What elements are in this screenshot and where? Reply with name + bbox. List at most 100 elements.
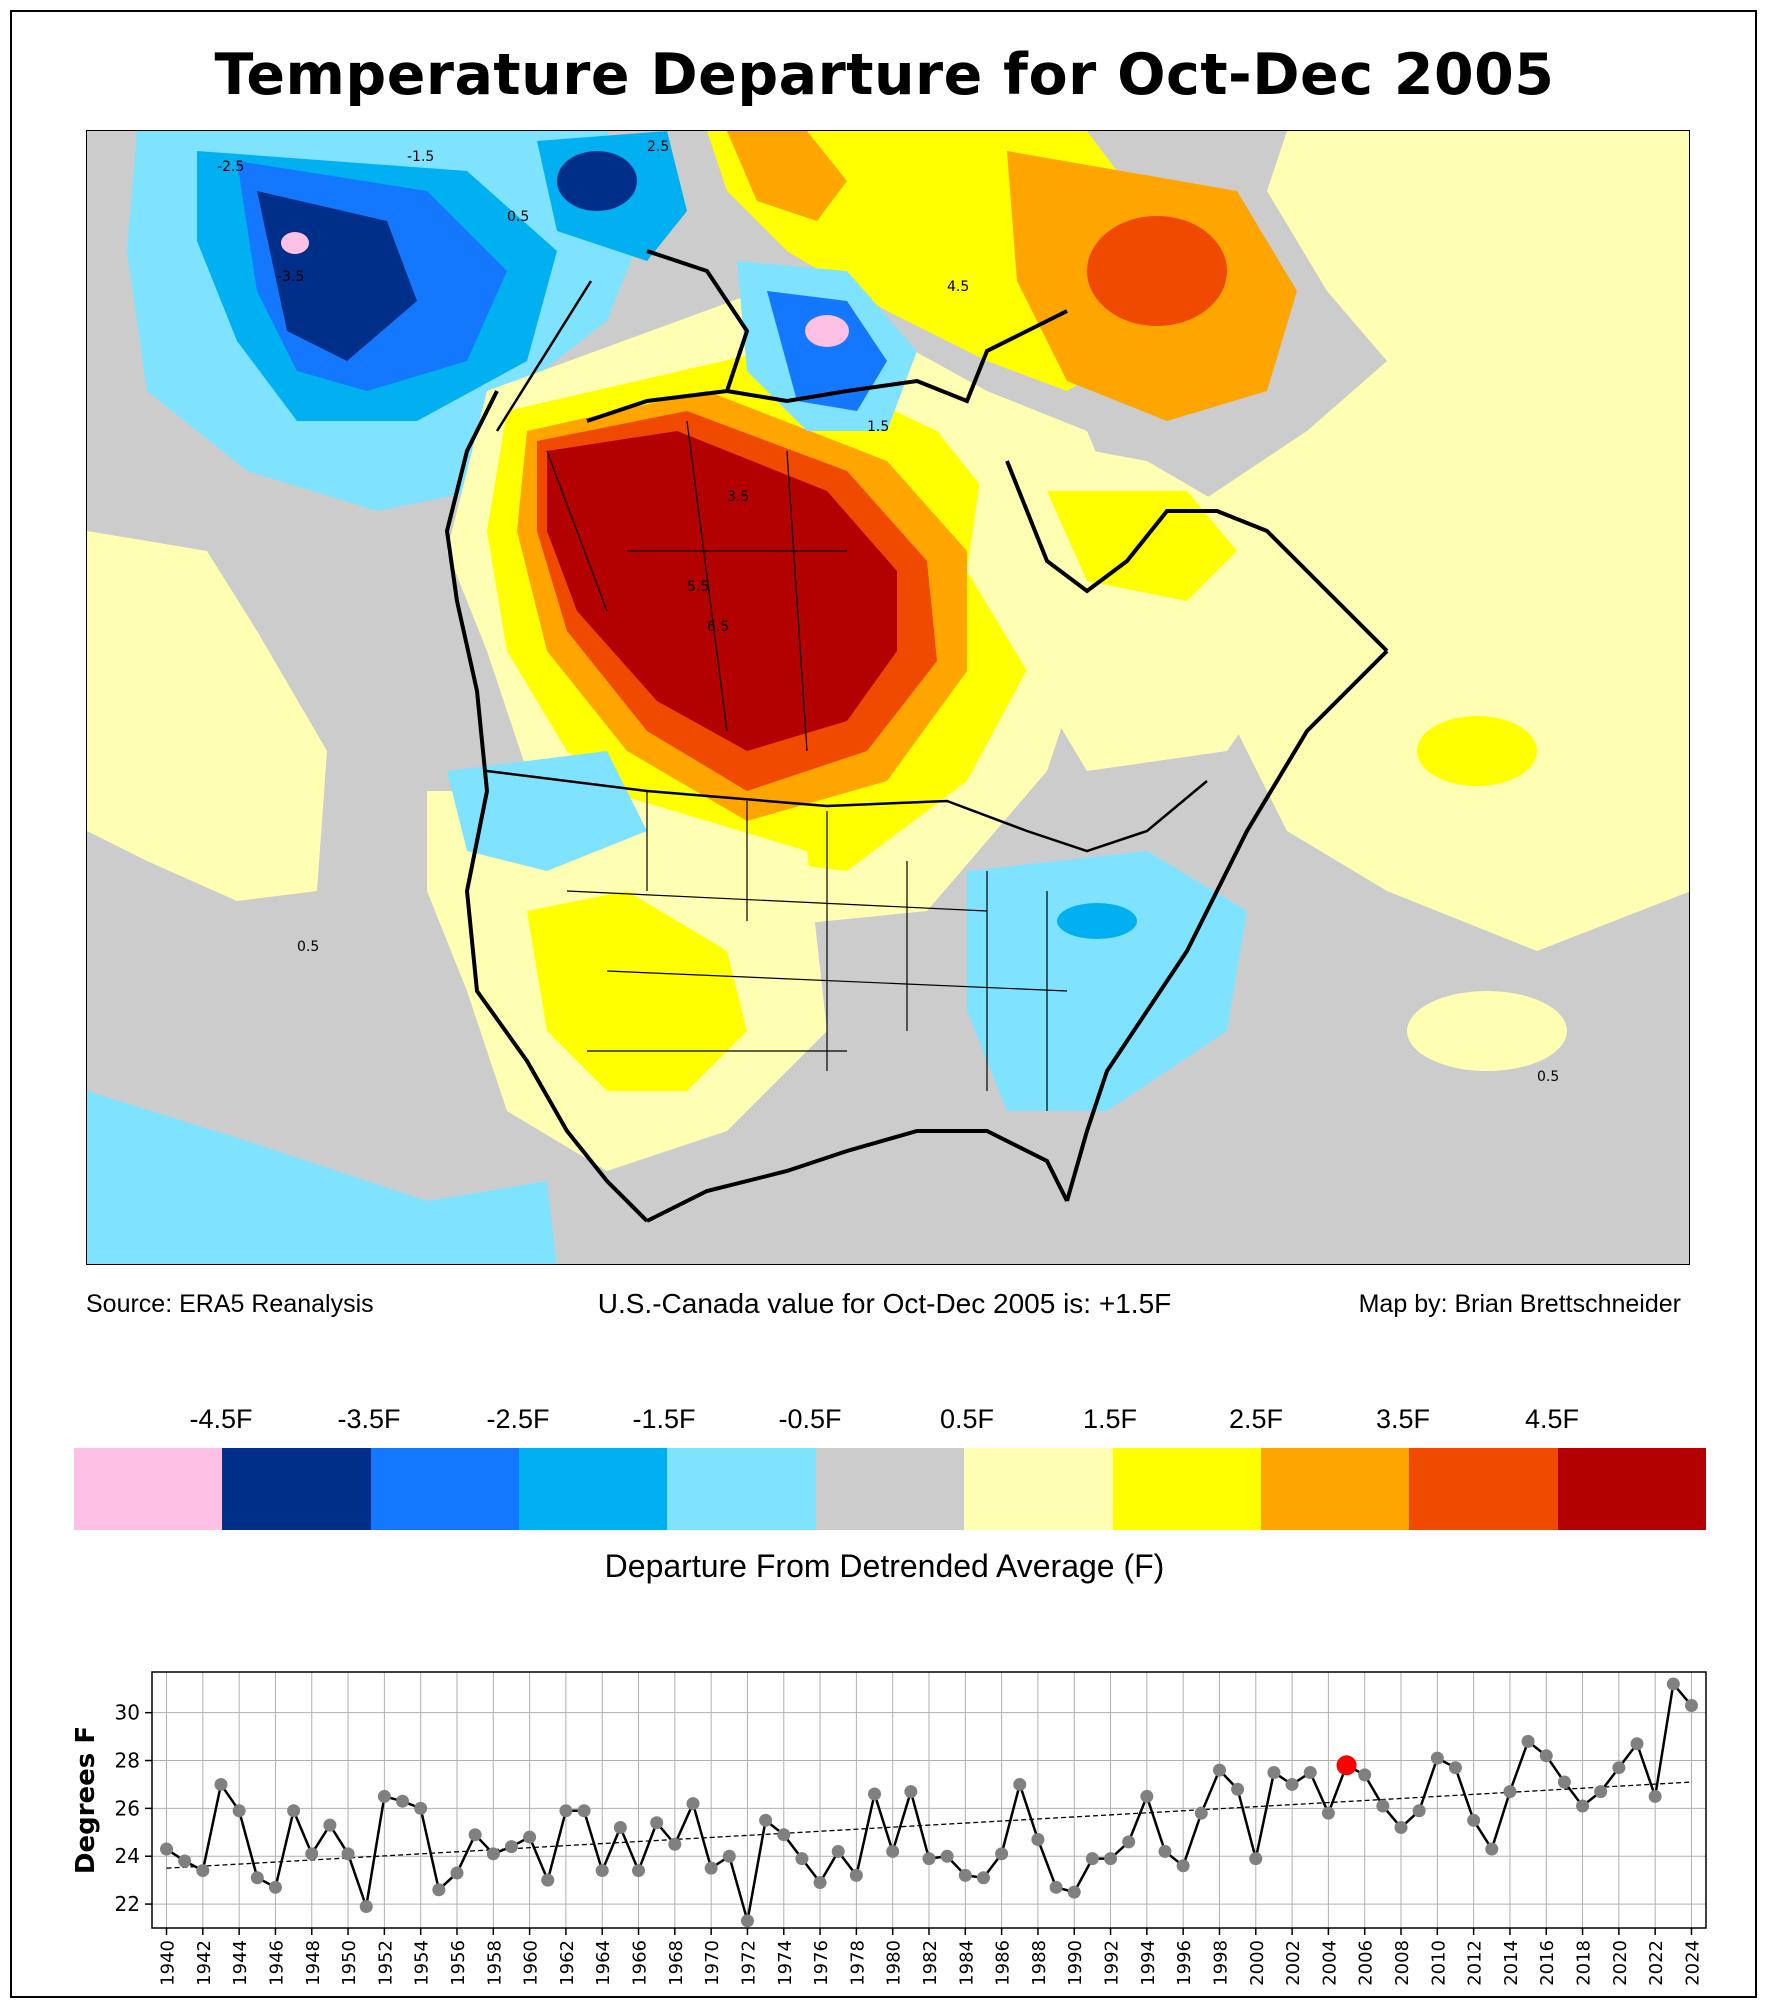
colorbar-tick-label: -1.5F [632, 1404, 696, 1434]
x-tick-label: 1994 [1138, 1940, 1159, 1986]
colorbar-swatch [1409, 1448, 1558, 1530]
data-point [722, 1849, 736, 1863]
data-point [1104, 1852, 1118, 1866]
map-region-pacific [87, 531, 327, 901]
data-point [759, 1813, 773, 1827]
data-point [740, 1914, 754, 1928]
data-point [1321, 1806, 1335, 1820]
data-point [1085, 1852, 1099, 1866]
colorbar-tick-label: -4.5F [189, 1404, 253, 1434]
data-point [1031, 1832, 1045, 1846]
trend-line [166, 1781, 1692, 1869]
colorbar-swatch [222, 1448, 371, 1530]
svg-text:-2.5: -2.5 [217, 159, 244, 175]
data-point [1448, 1761, 1462, 1775]
highlighted-data-point [1336, 1755, 1357, 1776]
page-title: Temperature Departure for Oct-Dec 2005 [214, 42, 1555, 108]
x-tick-label: 1954 [412, 1940, 433, 1986]
data-point [1430, 1751, 1444, 1765]
x-tick-label: 1972 [738, 1940, 759, 1986]
colorbar-tick-label: -2.5F [486, 1404, 550, 1434]
map-borders [486, 280, 1208, 853]
data-point [1594, 1785, 1608, 1799]
data-point [1285, 1777, 1299, 1791]
data-point [1303, 1765, 1317, 1779]
colorbar-tick-label: 0.5F [939, 1404, 995, 1434]
map-author-credit: Map by: Brian Brettschneider [1358, 1290, 1681, 1318]
data-point [995, 1847, 1009, 1861]
colorbar-swatch [815, 1448, 965, 1530]
x-tick-label: 1990 [1065, 1940, 1086, 1986]
data-point [1212, 1763, 1226, 1777]
data-point [704, 1861, 718, 1875]
svg-text:1.5: 1.5 [867, 419, 889, 435]
x-tick-label: 1988 [1029, 1940, 1050, 1986]
x-tick-label: 2022 [1646, 1940, 1667, 1986]
data-point [613, 1821, 627, 1835]
map-region-baffin-pink [805, 315, 849, 347]
data-point [1158, 1844, 1172, 1858]
data-point [396, 1794, 410, 1808]
x-tick-label: 1984 [956, 1940, 977, 1986]
colorbar-tick-label: 3.5F [1375, 1404, 1431, 1434]
colorbar-swatch [74, 1448, 223, 1530]
data-point [504, 1840, 518, 1854]
colorbar [74, 1448, 1706, 1530]
x-tick-label: 1958 [484, 1940, 505, 1986]
data-point [1049, 1880, 1063, 1894]
colorbar-swatch [964, 1448, 1113, 1530]
svg-text:0.5: 0.5 [297, 939, 319, 955]
map-region-us-east-light-blue [967, 851, 1247, 1111]
map-region-canada-dark-red [547, 431, 897, 751]
x-tick-label: 1982 [920, 1940, 941, 1986]
us-canada-value: U.S.-Canada value for Oct-Dec 2005 is: +… [597, 1288, 1172, 1319]
data-point [1358, 1768, 1372, 1782]
svg-text:4.5: 4.5 [947, 279, 969, 295]
y-axis-label: Degrees F [71, 1726, 101, 1874]
data-point [178, 1854, 192, 1868]
data-point [250, 1871, 264, 1885]
data-point [1412, 1804, 1426, 1818]
data-point [196, 1864, 210, 1878]
data-point [632, 1864, 646, 1878]
colorbar-tick-label: -0.5F [778, 1404, 842, 1434]
colorbar-swatch [519, 1448, 668, 1530]
x-tick-label: 2016 [1537, 1940, 1558, 1986]
x-tick-label: 1998 [1210, 1940, 1231, 1986]
x-tick-label: 2010 [1428, 1940, 1449, 1986]
data-point [795, 1852, 809, 1866]
x-tick-label: 1976 [811, 1940, 832, 1986]
map-region-east-canada-light-yellow [967, 431, 1297, 771]
x-tick-label: 1948 [303, 1940, 324, 1986]
map-region-atlantic-yellow [1417, 716, 1537, 786]
svg-text:6.5: 6.5 [707, 619, 729, 635]
map-region-us-northwest-blue [447, 751, 647, 871]
x-tick-label: 1956 [448, 1940, 469, 1986]
data-point [1539, 1749, 1553, 1763]
data-point [595, 1864, 609, 1878]
x-tick-label: 1964 [593, 1940, 614, 1986]
data-point [958, 1868, 972, 1882]
data-point [1231, 1782, 1245, 1796]
svg-text:-3.5: -3.5 [277, 269, 304, 285]
map-region-alaska-pink [281, 232, 309, 254]
x-tick-label: 1946 [266, 1940, 287, 1986]
data-point [577, 1804, 591, 1818]
map-canvas: 2.5 -2.5 -1.5 -3.5 0.5 3.5 4.5 1.5 5.5 6… [87, 131, 1689, 1264]
map-region-atlantic [1087, 131, 1689, 951]
colorbar-title: Departure From Detrended Average (F) [604, 1548, 1165, 1584]
x-tick-label: 1978 [847, 1940, 868, 1986]
data-point [1576, 1799, 1590, 1813]
x-tick-label: 2012 [1465, 1940, 1486, 1986]
figure-frame [10, 10, 1757, 1998]
data-point [305, 1847, 319, 1861]
colorbar-tick-label: 1.5F [1082, 1404, 1138, 1434]
data-point [1267, 1765, 1281, 1779]
x-tick-label: 2002 [1283, 1940, 1304, 1986]
data-point [1140, 1789, 1154, 1803]
data-point [1467, 1813, 1481, 1827]
data-point [1194, 1806, 1208, 1820]
source-credit: Source: ERA5 Reanalysis [86, 1290, 374, 1318]
data-point [813, 1876, 827, 1890]
svg-text:-1.5: -1.5 [407, 149, 434, 165]
